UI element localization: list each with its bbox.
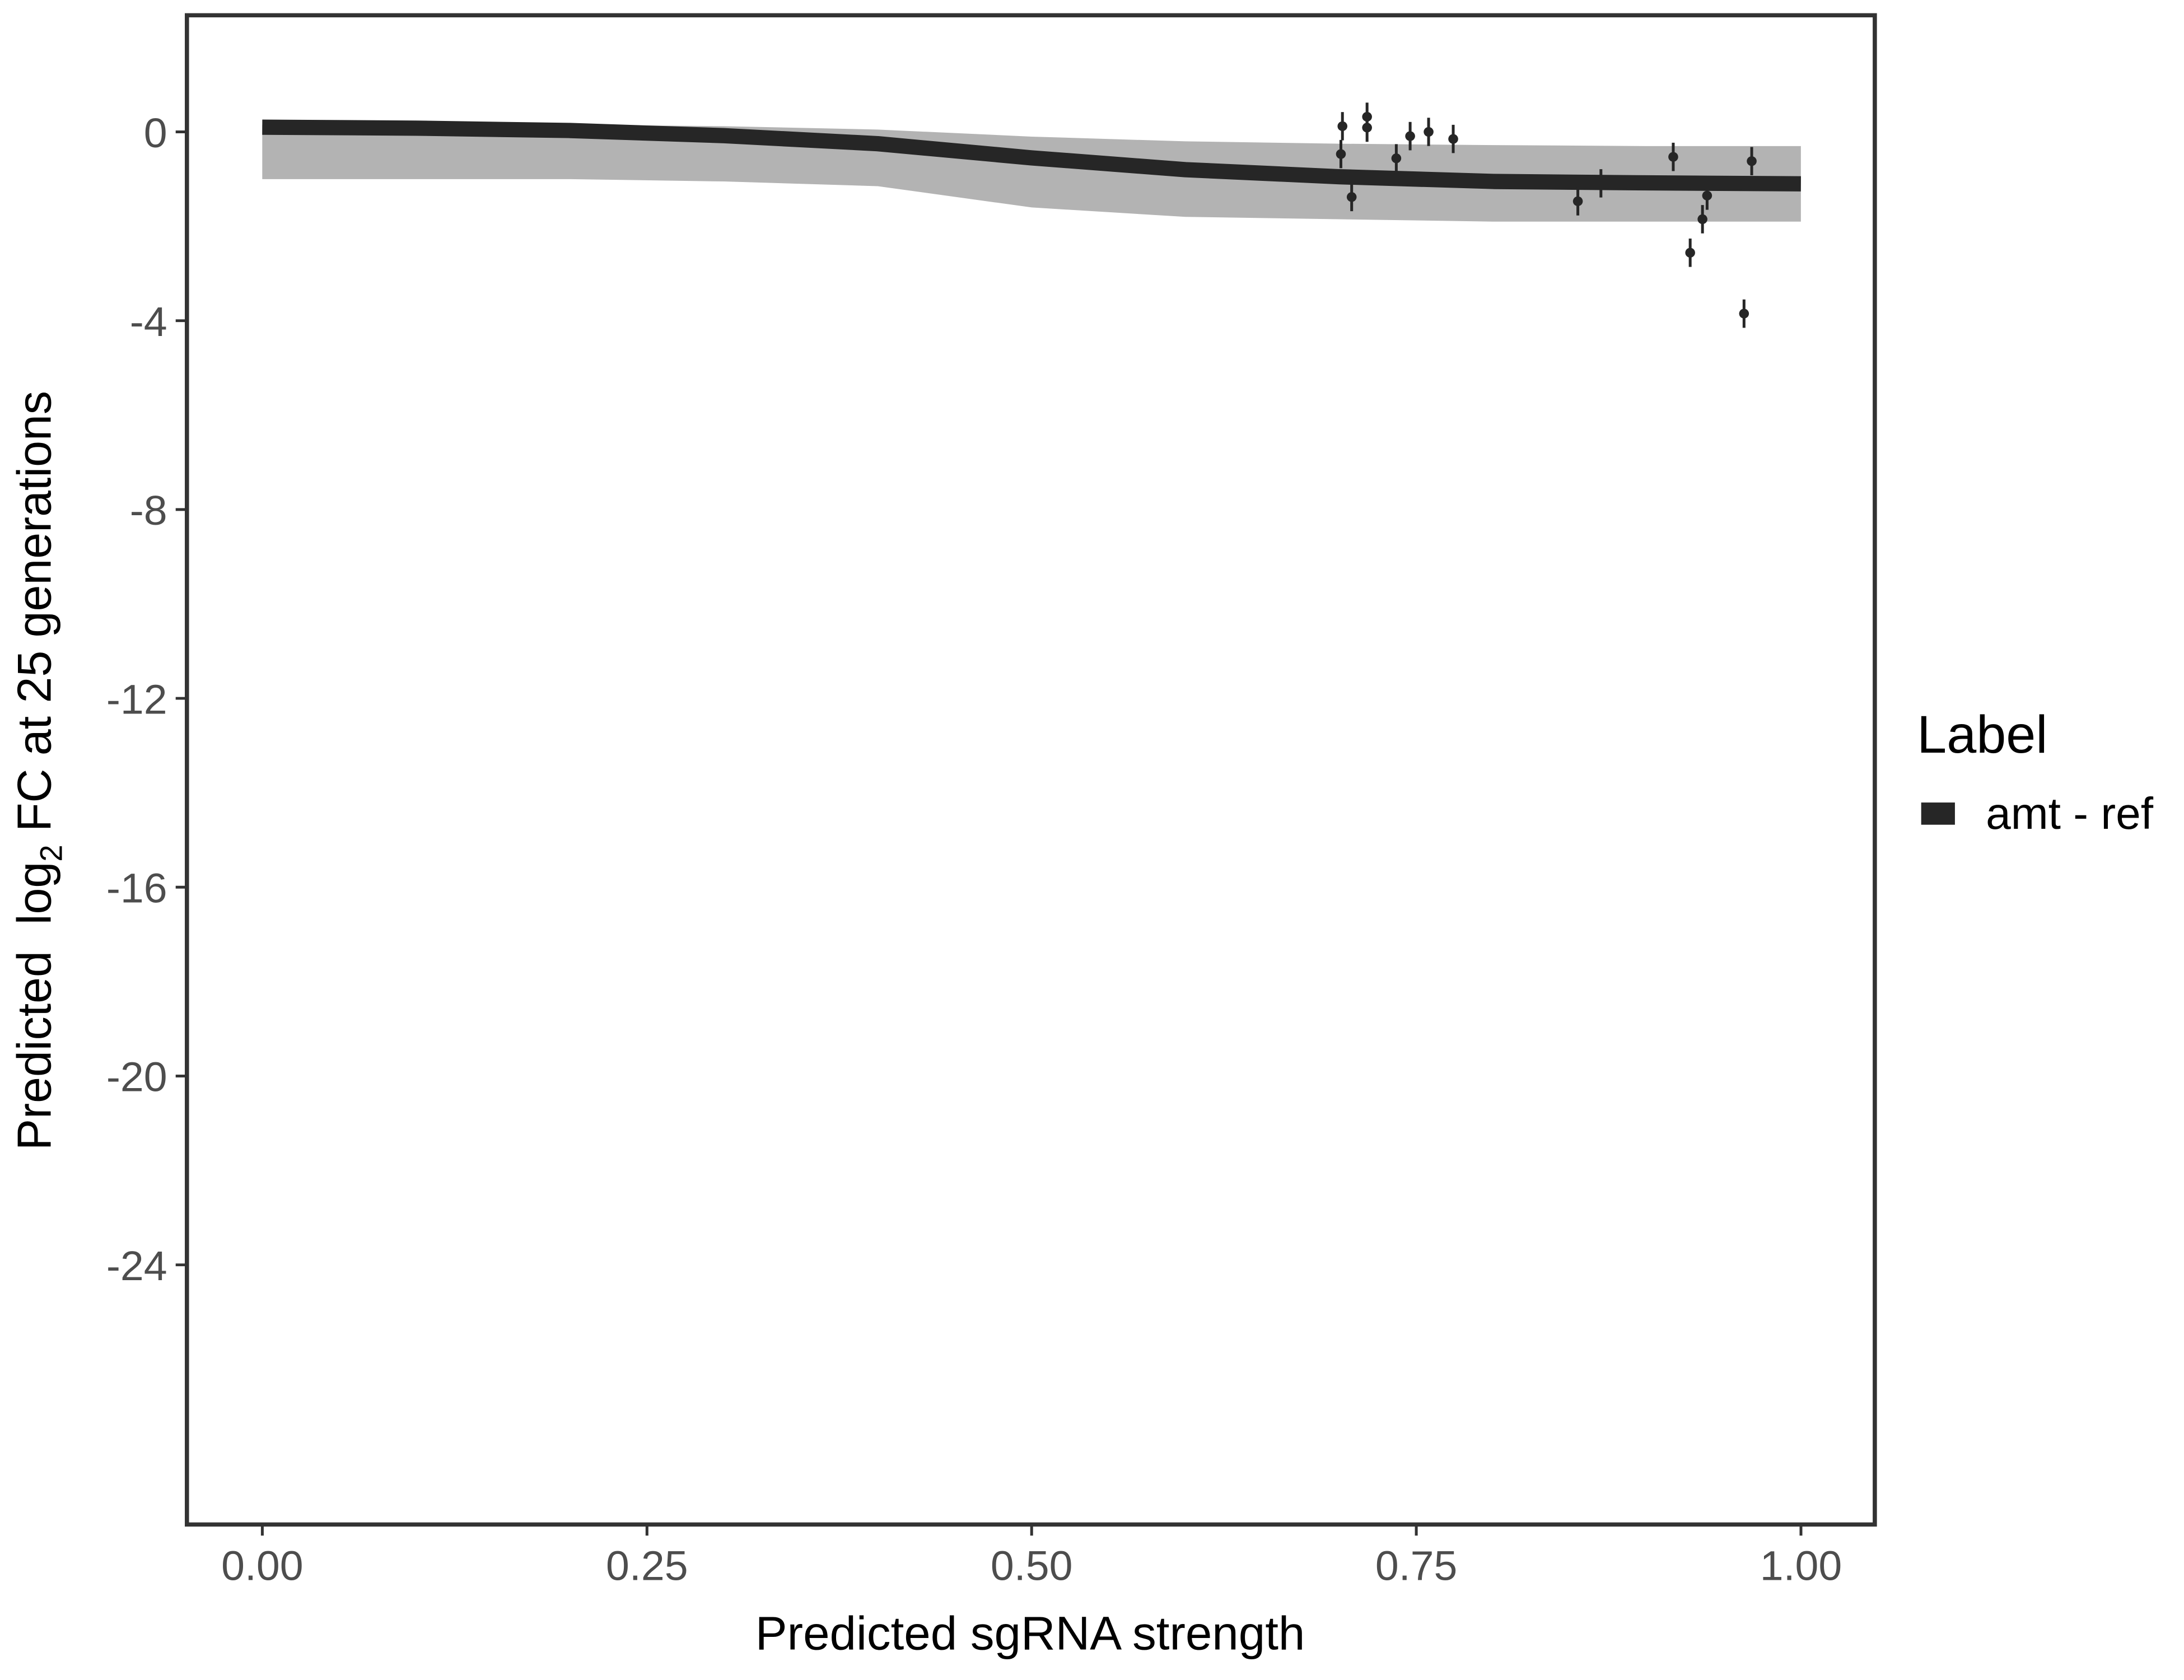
y-tick-label: -20 bbox=[106, 1053, 167, 1100]
y-axis-title: Predicted log2 FC at 25 generations bbox=[7, 391, 69, 1150]
data-point bbox=[1424, 127, 1434, 137]
data-point bbox=[1391, 153, 1402, 164]
x-axis-title: Predicted sgRNA strength bbox=[755, 1607, 1305, 1659]
data-point bbox=[1697, 214, 1707, 225]
y-tick-label: -4 bbox=[130, 298, 167, 344]
data-point bbox=[1405, 131, 1415, 141]
legend-label: amt - ref bbox=[1986, 789, 2154, 838]
y-tick-label: -16 bbox=[106, 865, 167, 911]
y-tick-label: -12 bbox=[106, 676, 167, 722]
data-point bbox=[1747, 156, 1757, 166]
x-tick-label: 1.00 bbox=[1760, 1542, 1842, 1589]
data-point bbox=[1346, 192, 1357, 202]
y-tick-label: -24 bbox=[106, 1242, 167, 1289]
x-tick-label: 0.50 bbox=[991, 1542, 1073, 1589]
y-title-subscript: 2 bbox=[34, 844, 68, 861]
data-point bbox=[1596, 178, 1606, 189]
data-point bbox=[1668, 152, 1678, 162]
legend-key bbox=[1921, 802, 1955, 825]
data-point bbox=[1336, 149, 1346, 159]
y-title-suffix: FC at 25 generations bbox=[7, 391, 61, 844]
data-point bbox=[1572, 196, 1583, 207]
x-tick-label: 0.75 bbox=[1375, 1542, 1458, 1589]
legend-title: Label bbox=[1917, 705, 2047, 764]
y-title-prefix: Predicted log bbox=[7, 862, 61, 1150]
series-line bbox=[262, 119, 1801, 192]
data-point bbox=[1337, 121, 1347, 132]
data-point bbox=[1702, 190, 1712, 200]
data-point bbox=[1362, 123, 1372, 133]
x-tick-label: 0.00 bbox=[221, 1542, 304, 1589]
band bbox=[262, 124, 1801, 222]
y-tick-label: -8 bbox=[130, 487, 167, 534]
panel-border bbox=[185, 13, 1877, 1527]
data-point bbox=[1685, 248, 1695, 258]
data-point bbox=[1739, 309, 1749, 319]
y-tick-label: 0 bbox=[144, 109, 167, 156]
data-point bbox=[1448, 134, 1458, 144]
x-tick-label: 0.25 bbox=[606, 1542, 688, 1589]
